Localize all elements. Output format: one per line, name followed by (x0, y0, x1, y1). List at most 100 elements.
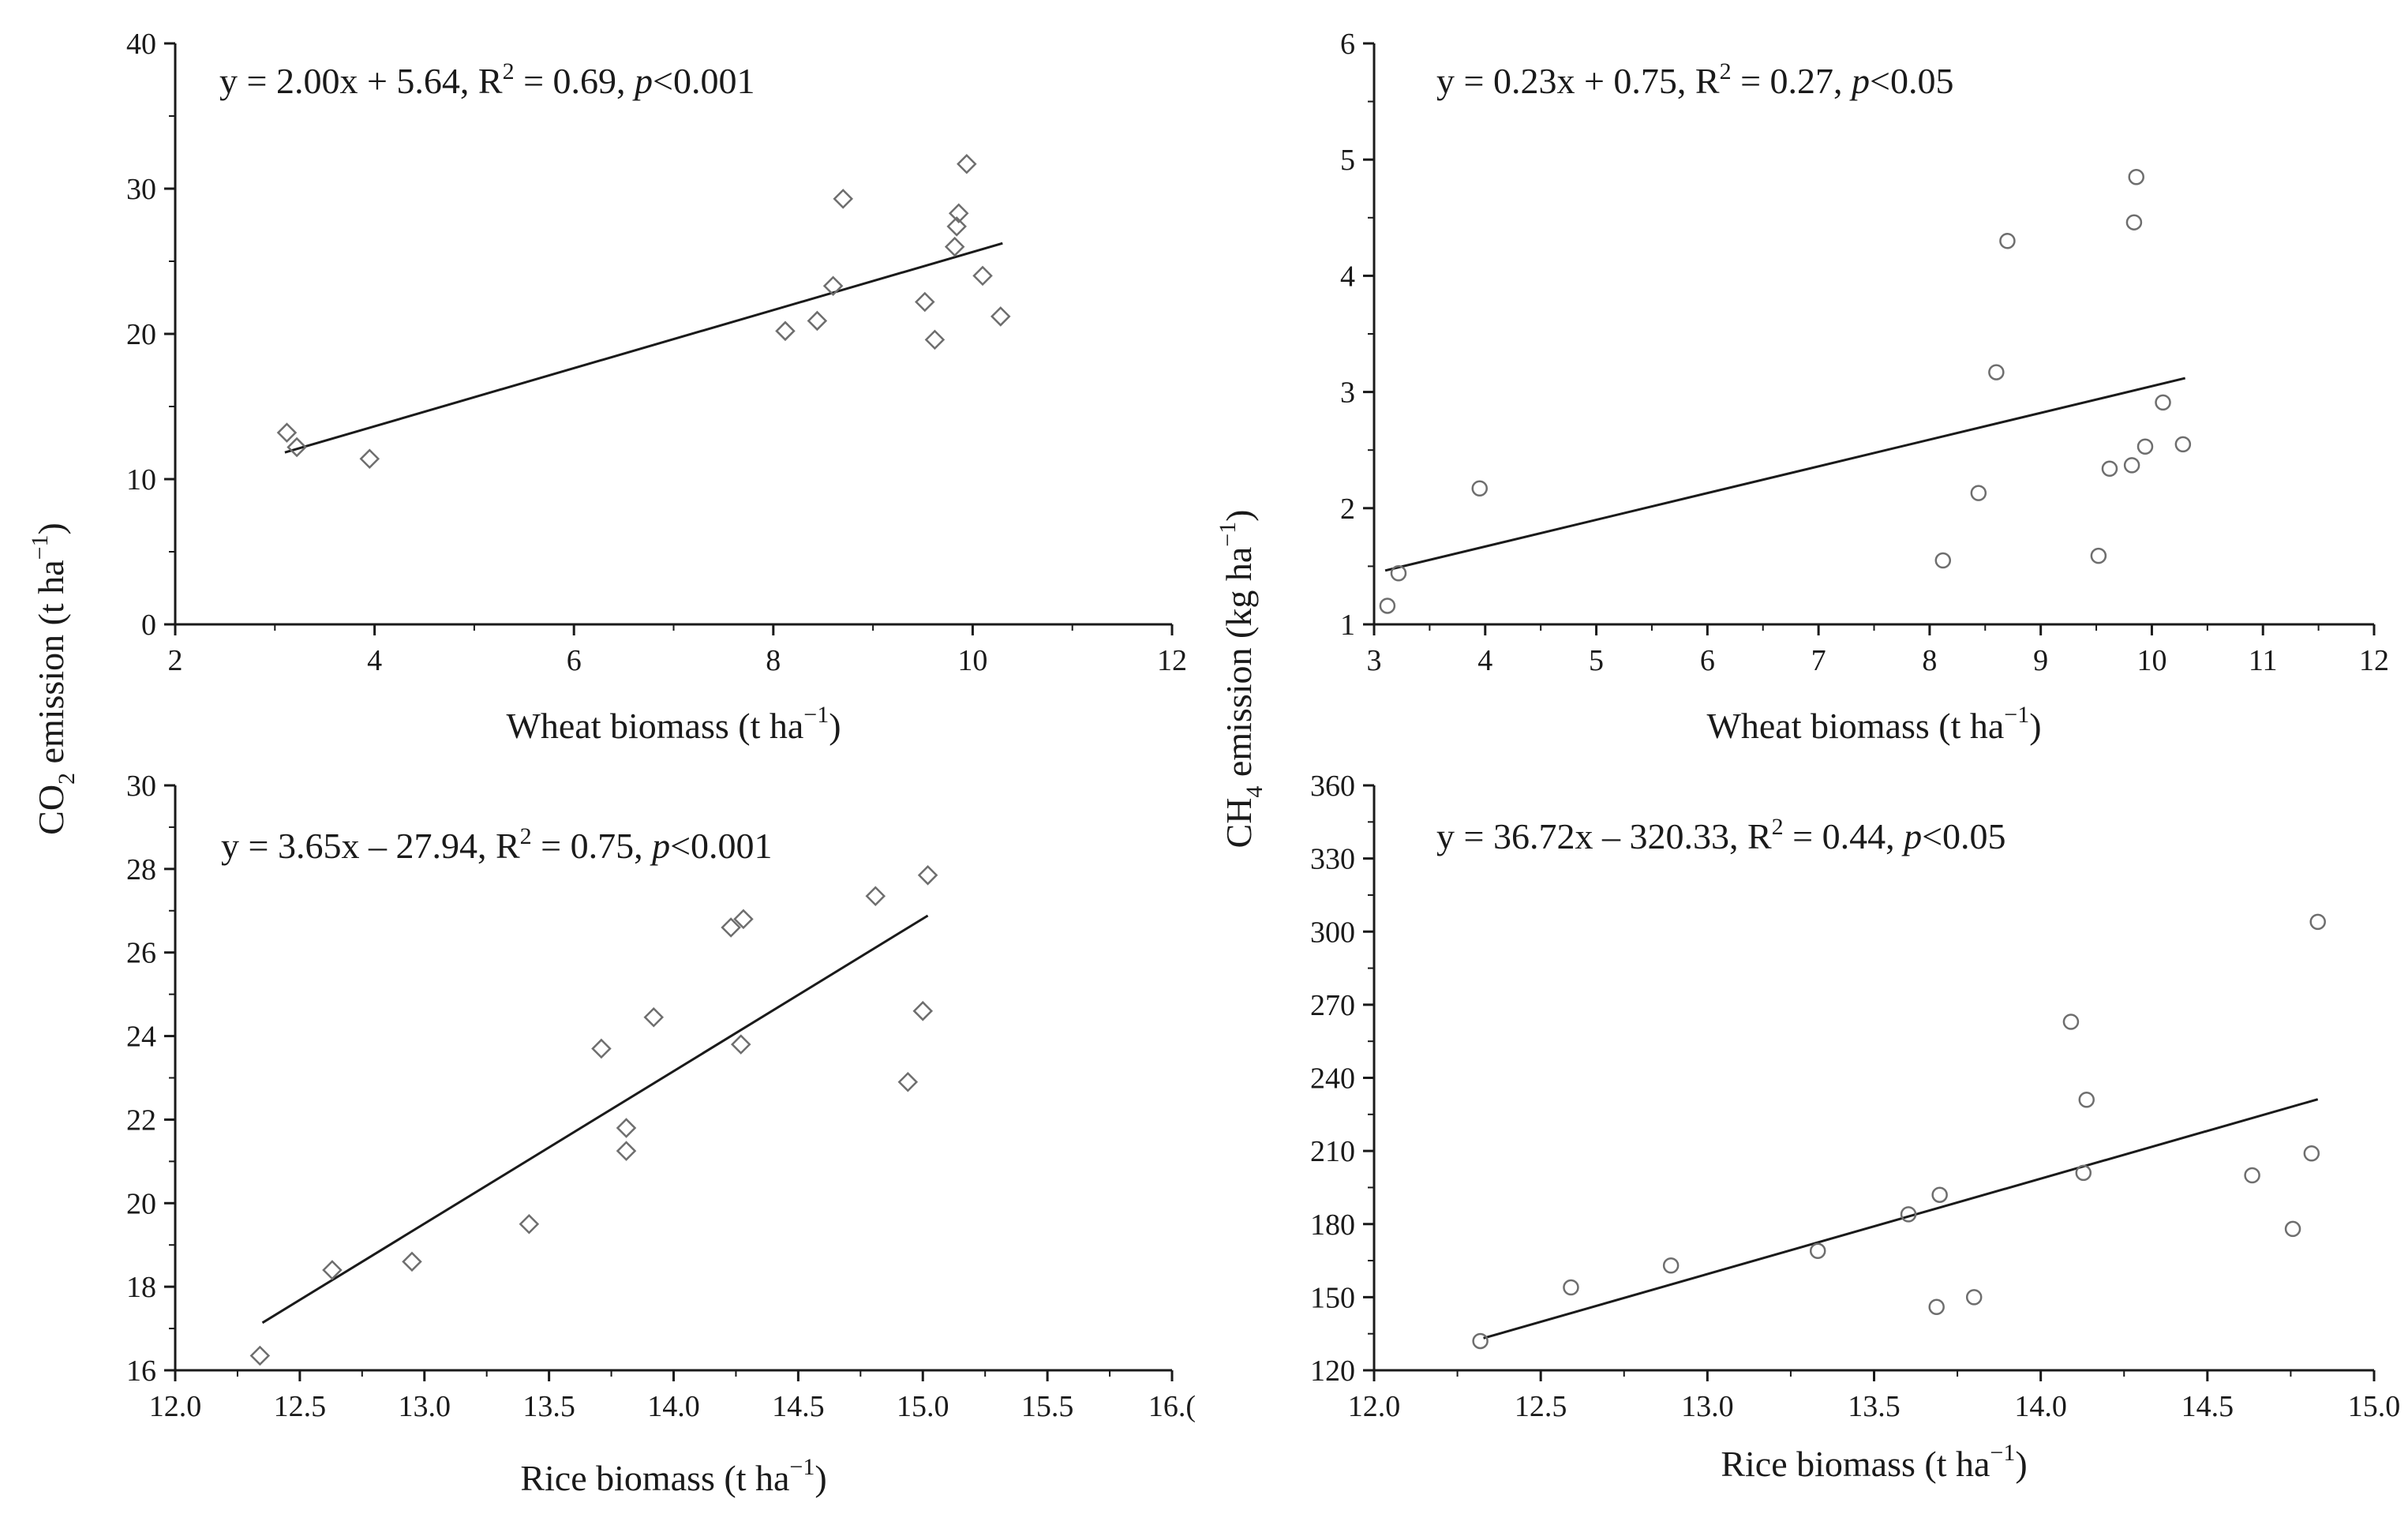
x-tick-label: 13.0 (1681, 1390, 1734, 1423)
y-tick-label: 0 (141, 609, 156, 642)
data-point (1999, 232, 2016, 249)
x-tick-label: 13.5 (1848, 1390, 1901, 1423)
x-tick-label: 15.0 (897, 1390, 949, 1423)
regression-equation: y = 36.72x – 320.33, R2 = 0.44, p<0.05 (1436, 814, 2006, 856)
data-point (519, 1213, 540, 1235)
data-point (1931, 1186, 1948, 1203)
data-point (1809, 1242, 1826, 1259)
data-point (822, 275, 844, 297)
data-point (2125, 214, 2143, 230)
x-tick-label: 6 (567, 644, 582, 677)
data-point (1965, 1289, 1983, 1306)
data-point (616, 1118, 637, 1138)
regression-equation: y = 2.00x + 5.64, R2 = 0.69, p<0.001 (219, 58, 755, 101)
y-tick-label: 300 (1310, 916, 1355, 949)
chart-ch4-rice: 12.0 12.5 13.0 13.5 14.0 14.5 15.0 120 150 180 210… (1310, 770, 2400, 1484)
y-tick-label: 18 (126, 1271, 156, 1304)
data-point (2303, 1145, 2320, 1162)
data-point (2101, 460, 2118, 478)
data-point (359, 448, 380, 470)
regression-equation: y = 3.65x – 27.94, R2 = 0.75, p<0.001 (221, 823, 773, 866)
data-point (2075, 1164, 2092, 1182)
y-tick-label: 16 (126, 1355, 156, 1388)
data-point (2062, 1014, 2080, 1030)
data-point (2174, 436, 2192, 453)
x-tick-label: 14.0 (647, 1390, 700, 1423)
y-tick-label: 240 (1310, 1062, 1355, 1096)
y-tick-label: 24 (126, 1021, 156, 1054)
data-point (1970, 485, 1987, 501)
y-tick-label: 20 (126, 1187, 156, 1220)
y-tick-label: 30 (126, 770, 156, 803)
x-tick-label: 12 (2359, 644, 2389, 677)
chart-co2-rice: 12.0 12.5 13.0 13.5 14.0 14.5 15.0 15.5 16.(16 18… (126, 770, 1196, 1498)
y-tick-label: 3 (1340, 377, 1355, 410)
x-tick-label: 10 (2136, 644, 2166, 677)
data-point (1934, 552, 1952, 569)
x-axis-label: Wheat biomass (t ha−1) (506, 702, 841, 746)
data-point (1988, 364, 2005, 380)
x-tick-label: 14.5 (772, 1390, 825, 1423)
y-tick-label: 22 (126, 1103, 156, 1137)
x-axis-label: Wheat biomass (t ha−1) (1706, 702, 2041, 746)
y-tick-label: 2 (1340, 493, 1355, 526)
y-tick-label: 10 (126, 463, 156, 496)
x-tick-label: 13.0 (399, 1390, 451, 1423)
data-point (2284, 1220, 2301, 1238)
y-tick-label: 180 (1310, 1208, 1355, 1242)
data-point (775, 320, 796, 342)
x-tick-label: 15.0 (2348, 1390, 2401, 1423)
chart-co2-wheat: 2 4 6 8 10 12 0 10 20 30 40 y = 2.00x + 5.64, R2 = … (126, 28, 1187, 746)
x-tick-label: 8 (1922, 644, 1937, 677)
ch4-y-axis-label: CH4 emission (kg ha−1) (1215, 510, 1268, 849)
y-tick-label: 20 (126, 318, 156, 351)
x-tick-label: 9 (2033, 644, 2048, 677)
y-tick-label: 1 (1340, 609, 1355, 642)
data-point (2123, 457, 2140, 474)
data-point (1471, 480, 1488, 497)
x-tick-label: 12.5 (1515, 1390, 1567, 1423)
data-point (833, 189, 853, 209)
data-point (912, 1001, 934, 1021)
data-point (807, 310, 828, 332)
x-tick-label: 14.0 (2014, 1390, 2067, 1423)
co2-y-axis-label: CO2 emission (t ha−1) (27, 523, 80, 835)
x-tick-label: 11 (2249, 644, 2278, 677)
y-tick-label: 150 (1310, 1281, 1355, 1314)
data-point (2155, 394, 2171, 411)
data-point (897, 1072, 919, 1092)
regression-line (261, 914, 929, 1325)
data-point (865, 886, 886, 907)
y-tick-label: 28 (126, 853, 156, 886)
regression-line (1384, 377, 2186, 572)
data-point (1662, 1257, 1680, 1274)
y-tick-label: 210 (1310, 1135, 1355, 1168)
data-point (990, 306, 1011, 327)
y-tick-label: 5 (1340, 144, 1355, 177)
regression-equation: y = 0.23x + 0.75, R2 = 0.27, p<0.05 (1436, 58, 1953, 101)
data-point (2128, 169, 2144, 185)
data-point (616, 1141, 637, 1161)
data-point (1390, 564, 1407, 582)
data-point (972, 265, 993, 287)
x-tick-label: 2 (168, 644, 183, 677)
x-tick-label: 3 (1367, 644, 1382, 677)
x-tick-label: 6 (1700, 644, 1715, 677)
y-tick-label: 26 (126, 937, 156, 970)
data-point (946, 216, 967, 237)
data-point (957, 153, 977, 174)
x-tick-label: 12.0 (1348, 1390, 1401, 1423)
data-point (402, 1251, 422, 1272)
data-point (1900, 1206, 1917, 1223)
x-tick-label: 12.5 (274, 1390, 327, 1423)
x-tick-label: 12.0 (149, 1390, 202, 1423)
data-point (1472, 1332, 1489, 1350)
x-axis-label: Rice biomass (t ha−1) (520, 1454, 826, 1498)
y-tick-label: 6 (1340, 28, 1355, 61)
y-tick-label: 30 (126, 173, 156, 206)
regression-line (284, 242, 1003, 454)
x-tick-label: 10 (957, 644, 987, 677)
data-point (915, 291, 935, 313)
